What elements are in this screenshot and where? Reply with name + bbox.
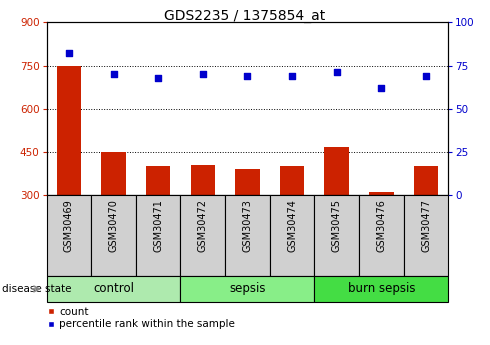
Point <box>422 73 430 79</box>
FancyBboxPatch shape <box>404 195 448 276</box>
FancyBboxPatch shape <box>270 195 315 276</box>
FancyBboxPatch shape <box>180 195 225 276</box>
Text: GSM30475: GSM30475 <box>332 199 342 252</box>
Bar <box>146 166 171 195</box>
Bar <box>324 148 349 195</box>
Bar <box>191 165 215 195</box>
Bar <box>369 192 393 195</box>
Bar <box>414 166 439 195</box>
Text: GSM30473: GSM30473 <box>243 199 252 252</box>
FancyBboxPatch shape <box>180 276 315 302</box>
Text: GSM30476: GSM30476 <box>376 199 387 252</box>
Point <box>288 73 296 79</box>
Text: GSM30474: GSM30474 <box>287 199 297 252</box>
Point <box>333 70 341 75</box>
Bar <box>57 66 81 195</box>
Point <box>154 75 162 80</box>
Bar <box>280 166 304 195</box>
FancyBboxPatch shape <box>225 195 270 276</box>
Text: GSM30470: GSM30470 <box>108 199 119 252</box>
Legend: count, percentile rank within the sample: count, percentile rank within the sample <box>47 307 235 329</box>
Text: GSM30471: GSM30471 <box>153 199 163 252</box>
FancyBboxPatch shape <box>136 195 180 276</box>
FancyBboxPatch shape <box>47 276 180 302</box>
FancyBboxPatch shape <box>91 195 136 276</box>
FancyBboxPatch shape <box>47 195 91 276</box>
FancyBboxPatch shape <box>315 276 448 302</box>
Bar <box>101 152 126 195</box>
Text: control: control <box>93 283 134 295</box>
Point <box>110 71 118 77</box>
Text: burn sepsis: burn sepsis <box>347 283 415 295</box>
Text: GSM30472: GSM30472 <box>198 199 208 252</box>
Text: sepsis: sepsis <box>229 283 266 295</box>
Text: disease state: disease state <box>2 284 72 294</box>
FancyBboxPatch shape <box>315 195 359 276</box>
Point <box>65 51 73 56</box>
Text: GDS2235 / 1375854_at: GDS2235 / 1375854_at <box>164 9 326 23</box>
FancyBboxPatch shape <box>359 195 404 276</box>
Text: GSM30477: GSM30477 <box>421 199 431 252</box>
Point <box>377 85 385 91</box>
Point <box>244 73 251 79</box>
Bar <box>235 169 260 195</box>
Text: GSM30469: GSM30469 <box>64 199 74 252</box>
Point <box>199 71 207 77</box>
